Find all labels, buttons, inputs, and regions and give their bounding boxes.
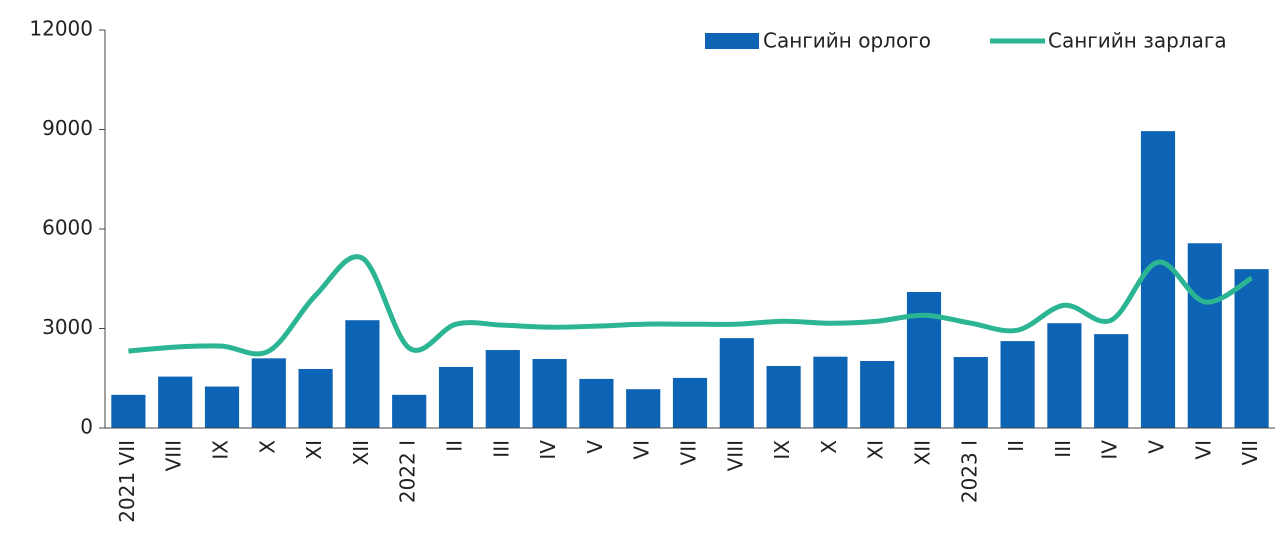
bar — [906, 292, 942, 428]
x-tick-label: IX — [770, 440, 794, 460]
x-tick-label: V — [1145, 440, 1169, 454]
legend-swatch — [705, 33, 759, 49]
bar — [345, 320, 380, 428]
x-tick-label: II — [1004, 440, 1028, 452]
bar — [111, 394, 146, 428]
bar — [953, 357, 988, 428]
bar — [626, 389, 661, 428]
x-tick-label: VII — [677, 440, 701, 465]
bar — [719, 338, 754, 428]
x-tick-label: 2021 VII — [115, 440, 139, 523]
x-tick-label: II — [443, 440, 467, 452]
bar — [766, 365, 801, 428]
bar — [438, 366, 474, 428]
x-tick-label: X — [255, 440, 279, 454]
x-tick-label: XI — [864, 440, 888, 460]
x-tick-label: IV — [1098, 440, 1122, 460]
bar — [860, 361, 895, 428]
bar — [1047, 323, 1082, 428]
bar — [1000, 341, 1035, 428]
bar — [1234, 269, 1269, 428]
bar — [1094, 334, 1129, 428]
bar — [1187, 243, 1222, 428]
x-tick-label: IX — [209, 440, 233, 460]
bar — [485, 350, 520, 428]
x-tick-label: 2022 I — [396, 440, 420, 503]
bar — [158, 376, 193, 428]
x-tick-label: VIII — [162, 440, 186, 471]
legend-label: Сангийн орлого — [763, 29, 931, 53]
x-tick-label: VIII — [723, 440, 747, 471]
bar — [204, 386, 240, 428]
x-tick-label: VII — [1238, 440, 1262, 465]
x-tick-label: XII — [911, 440, 935, 466]
y-tick-label: 6000 — [42, 216, 93, 240]
bar — [251, 358, 286, 428]
legend-label: Сангийн зарлага — [1048, 29, 1227, 53]
x-tick-label: VI — [630, 440, 654, 460]
bar — [813, 356, 848, 428]
bar — [672, 377, 708, 428]
line — [128, 254, 1253, 357]
y-tick-label: 12000 — [29, 17, 93, 41]
x-tick-label: X — [817, 440, 841, 454]
bar — [392, 394, 427, 428]
x-tick-label: IV — [536, 440, 560, 460]
x-tick-label: VI — [1191, 440, 1215, 460]
y-tick-label: 3000 — [42, 315, 93, 339]
x-tick-label: V — [583, 440, 607, 454]
x-tick-label: III — [1051, 440, 1075, 458]
x-tick-label: XI — [302, 440, 326, 460]
bar — [298, 368, 333, 428]
y-tick-label: 0 — [80, 415, 93, 439]
y-tick-label: 9000 — [42, 116, 93, 140]
bar — [579, 378, 614, 428]
x-tick-label: XII — [349, 440, 373, 466]
x-tick-label: 2023 I — [957, 440, 981, 503]
bar — [1140, 131, 1176, 429]
x-tick-label: III — [489, 440, 513, 458]
bar — [532, 359, 567, 428]
